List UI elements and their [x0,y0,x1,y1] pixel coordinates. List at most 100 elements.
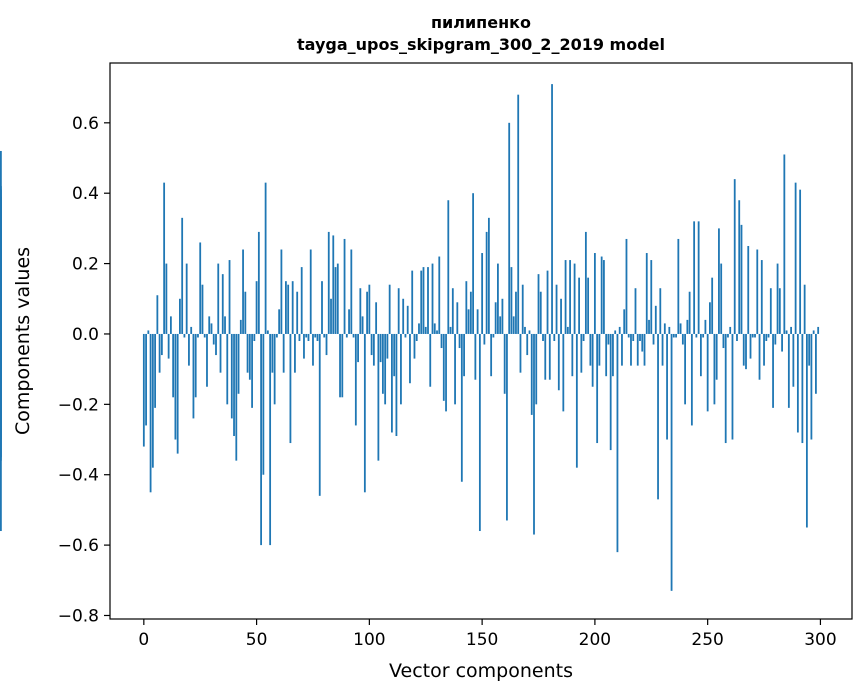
bar [429,333,432,387]
bar [596,333,599,444]
bar [801,333,804,444]
bar [251,333,253,408]
bar [578,277,580,334]
bar [499,316,502,334]
bar [395,333,398,437]
bar [377,333,380,461]
bar [778,288,781,334]
bar [280,249,283,334]
bar [348,309,350,334]
bar [754,333,756,338]
bar [713,333,716,405]
bar [783,154,786,334]
bar [228,260,231,334]
bar [303,333,305,359]
bar [264,182,267,334]
bar [316,333,319,341]
bar [659,288,662,334]
bar [244,291,247,334]
bar [460,333,463,482]
bar [763,333,765,366]
bar [677,238,680,334]
bar [221,274,224,334]
bar [756,249,759,334]
bar [758,333,761,380]
bar [458,333,461,349]
bar [648,319,650,334]
bar [282,333,285,373]
bar [663,323,666,334]
bar [533,333,535,535]
bar [404,333,407,338]
bar [185,263,188,334]
bar [305,333,308,338]
bar [167,333,170,359]
bar [169,316,172,334]
bar [179,298,181,334]
bar [724,333,727,444]
bar [176,333,179,454]
bar [510,267,513,334]
bar [386,333,389,359]
bar [366,291,368,334]
bar [478,333,481,532]
bar [542,333,544,341]
bar [774,333,777,345]
bar [711,277,714,334]
bar [639,333,641,341]
bar [210,323,213,334]
bar [729,326,732,334]
bar [598,333,601,366]
x-tick-label: 150 [466,630,498,650]
bar [727,333,729,338]
bar [246,333,249,373]
bar [776,263,779,334]
bar [323,333,326,338]
bar [201,284,204,334]
y-tick-label: −0.8 [58,606,99,626]
bar [607,333,610,345]
bar [208,316,211,334]
x-axis-label: Vector components [389,660,573,682]
bar [174,333,177,440]
bar [632,333,635,341]
x-tick-label: 250 [691,630,723,650]
bar [145,333,147,426]
bar [515,291,517,334]
bar [573,263,576,334]
bar [668,326,671,334]
bar [666,333,668,440]
bar [370,333,373,356]
bar [625,238,628,334]
bar [454,333,456,405]
bar [506,333,508,521]
bar [612,333,614,377]
bar [154,333,156,408]
bar [544,333,547,380]
bar [582,333,585,341]
y-tick-label: 0.4 [72,184,99,204]
y-axis-ticks: −0.8 −0.6 −0.4 −0.2 0.0 0.2 0.4 0.6 [58,114,110,626]
bar [614,330,617,334]
bar [192,333,195,419]
y-axis-label: Components values [12,247,34,435]
bar [715,333,718,380]
bar [269,333,272,546]
bar [742,333,745,366]
bar [519,333,522,373]
bar [654,305,657,334]
bar [702,333,705,338]
bar [456,302,459,334]
bar [325,333,328,356]
bar [262,333,265,475]
bar [650,260,653,334]
bar [194,333,197,398]
bar [397,288,400,334]
bar [415,333,418,341]
bar [528,330,531,334]
bar [469,291,472,334]
y-tick-label: 0.6 [72,114,99,134]
bar [693,221,696,334]
